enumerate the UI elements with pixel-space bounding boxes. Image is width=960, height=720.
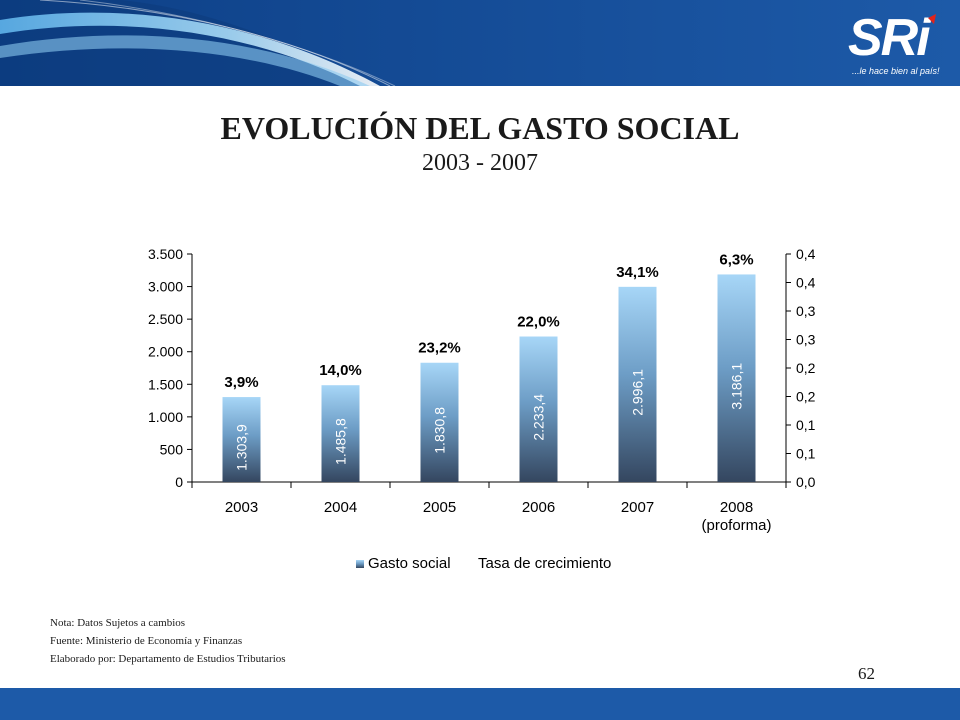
labels-layer: 1.303,9 3,9% 1.485,8 14,0% 1.830,8 23,2% 2.233… (224, 251, 753, 470)
right-tick-label: 0,1 (796, 446, 816, 462)
right-tick-label: 0,3 (796, 303, 816, 319)
bar-value-label: 1.485,8 (333, 418, 349, 465)
legend-label-tasa: Tasa de crecimiento (478, 555, 611, 572)
left-tick-label: 2.000 (148, 344, 183, 360)
page-title: EVOLUCIÓN DEL GASTO SOCIAL (220, 110, 740, 146)
left-tick-label: 3.500 (148, 246, 183, 262)
bars-layer (222, 274, 756, 482)
right-tick-label: 0,1 (796, 417, 816, 433)
growth-rate-label: 6,3% (719, 251, 753, 268)
growth-rate-label: 22,0% (517, 314, 560, 331)
notes-block: Nota: Datos Sujetos a cambios Fuente: Mi… (50, 614, 286, 668)
bar-gasto-social (618, 286, 657, 482)
bar-gasto-social (420, 362, 459, 482)
logo-tagline: ...le hace bien al país! (852, 66, 940, 76)
x-tick-label: 2007 (621, 499, 654, 516)
right-tick-label: 0,0 (796, 474, 816, 490)
bar-gasto-social (222, 397, 261, 482)
axes-layer: 0 500 1.000 1.500 2.000 2.500 3.000 3.500 0,0 0,1… (148, 246, 816, 534)
left-tick-label: 1.000 (148, 409, 183, 425)
bar-value-label: 1.303,9 (234, 424, 250, 471)
x-tick-label: 2006 (522, 499, 555, 516)
bar-gasto-social (321, 385, 360, 482)
x-tick-label: 2003 (225, 499, 258, 516)
header-wave-graphic (0, 0, 960, 86)
x-tick-sublabel: (proforma) (701, 517, 771, 534)
page-subtitle: 2003 - 2007 (422, 150, 538, 176)
growth-rate-label: 14,0% (319, 362, 362, 379)
left-tick-label: 0 (175, 474, 183, 490)
header-band: SRi ...le hace bien al país! (0, 0, 960, 86)
note-line: Nota: Datos Sujetos a cambios (50, 617, 186, 629)
bar-value-label: 2.233,4 (531, 394, 547, 441)
right-tick-label: 0,4 (796, 275, 816, 291)
legend: Gasto social Tasa de crecimiento (356, 555, 611, 572)
x-tick-label: 2005 (423, 499, 456, 516)
x-tick-label: 2008 (720, 499, 753, 516)
bar-value-label: 3.186,1 (729, 363, 745, 410)
author-line: Elaborado por: Departamento de Estudios … (50, 653, 286, 665)
footer-bar (0, 688, 960, 720)
left-tick-label: 500 (160, 441, 184, 457)
logo-accent-icon (928, 14, 936, 24)
page-number: 62 (858, 664, 875, 683)
gasto-social-chart: 0 500 1.000 1.500 2.000 2.500 3.000 3.500 0,0 0,1… (148, 246, 816, 572)
bar-gasto-social (717, 274, 756, 482)
growth-rate-label: 3,9% (224, 374, 258, 391)
bar-value-label: 1.830,8 (432, 407, 448, 454)
bar-value-label: 2.996,1 (630, 369, 646, 416)
growth-rate-label: 23,2% (418, 340, 461, 357)
left-tick-label: 3.000 (148, 279, 183, 295)
logo-text: SRi (848, 9, 931, 67)
growth-rate-label: 34,1% (616, 264, 659, 281)
legend-label-gasto-social: Gasto social (368, 555, 451, 572)
bar-gasto-social (519, 336, 558, 482)
right-tick-label: 0,3 (796, 332, 816, 348)
source-line: Fuente: Ministerio de Economía y Finanza… (50, 635, 243, 647)
left-tick-label: 1.500 (148, 376, 183, 392)
right-tick-label: 0,2 (796, 389, 816, 405)
legend-swatch-gasto-social (356, 560, 364, 568)
sri-logo: SRi ...le hace bien al país! (848, 10, 952, 84)
right-tick-label: 0,4 (796, 246, 816, 262)
x-tick-label: 2004 (324, 499, 357, 516)
right-tick-label: 0,2 (796, 360, 816, 376)
left-tick-label: 2.500 (148, 311, 183, 327)
